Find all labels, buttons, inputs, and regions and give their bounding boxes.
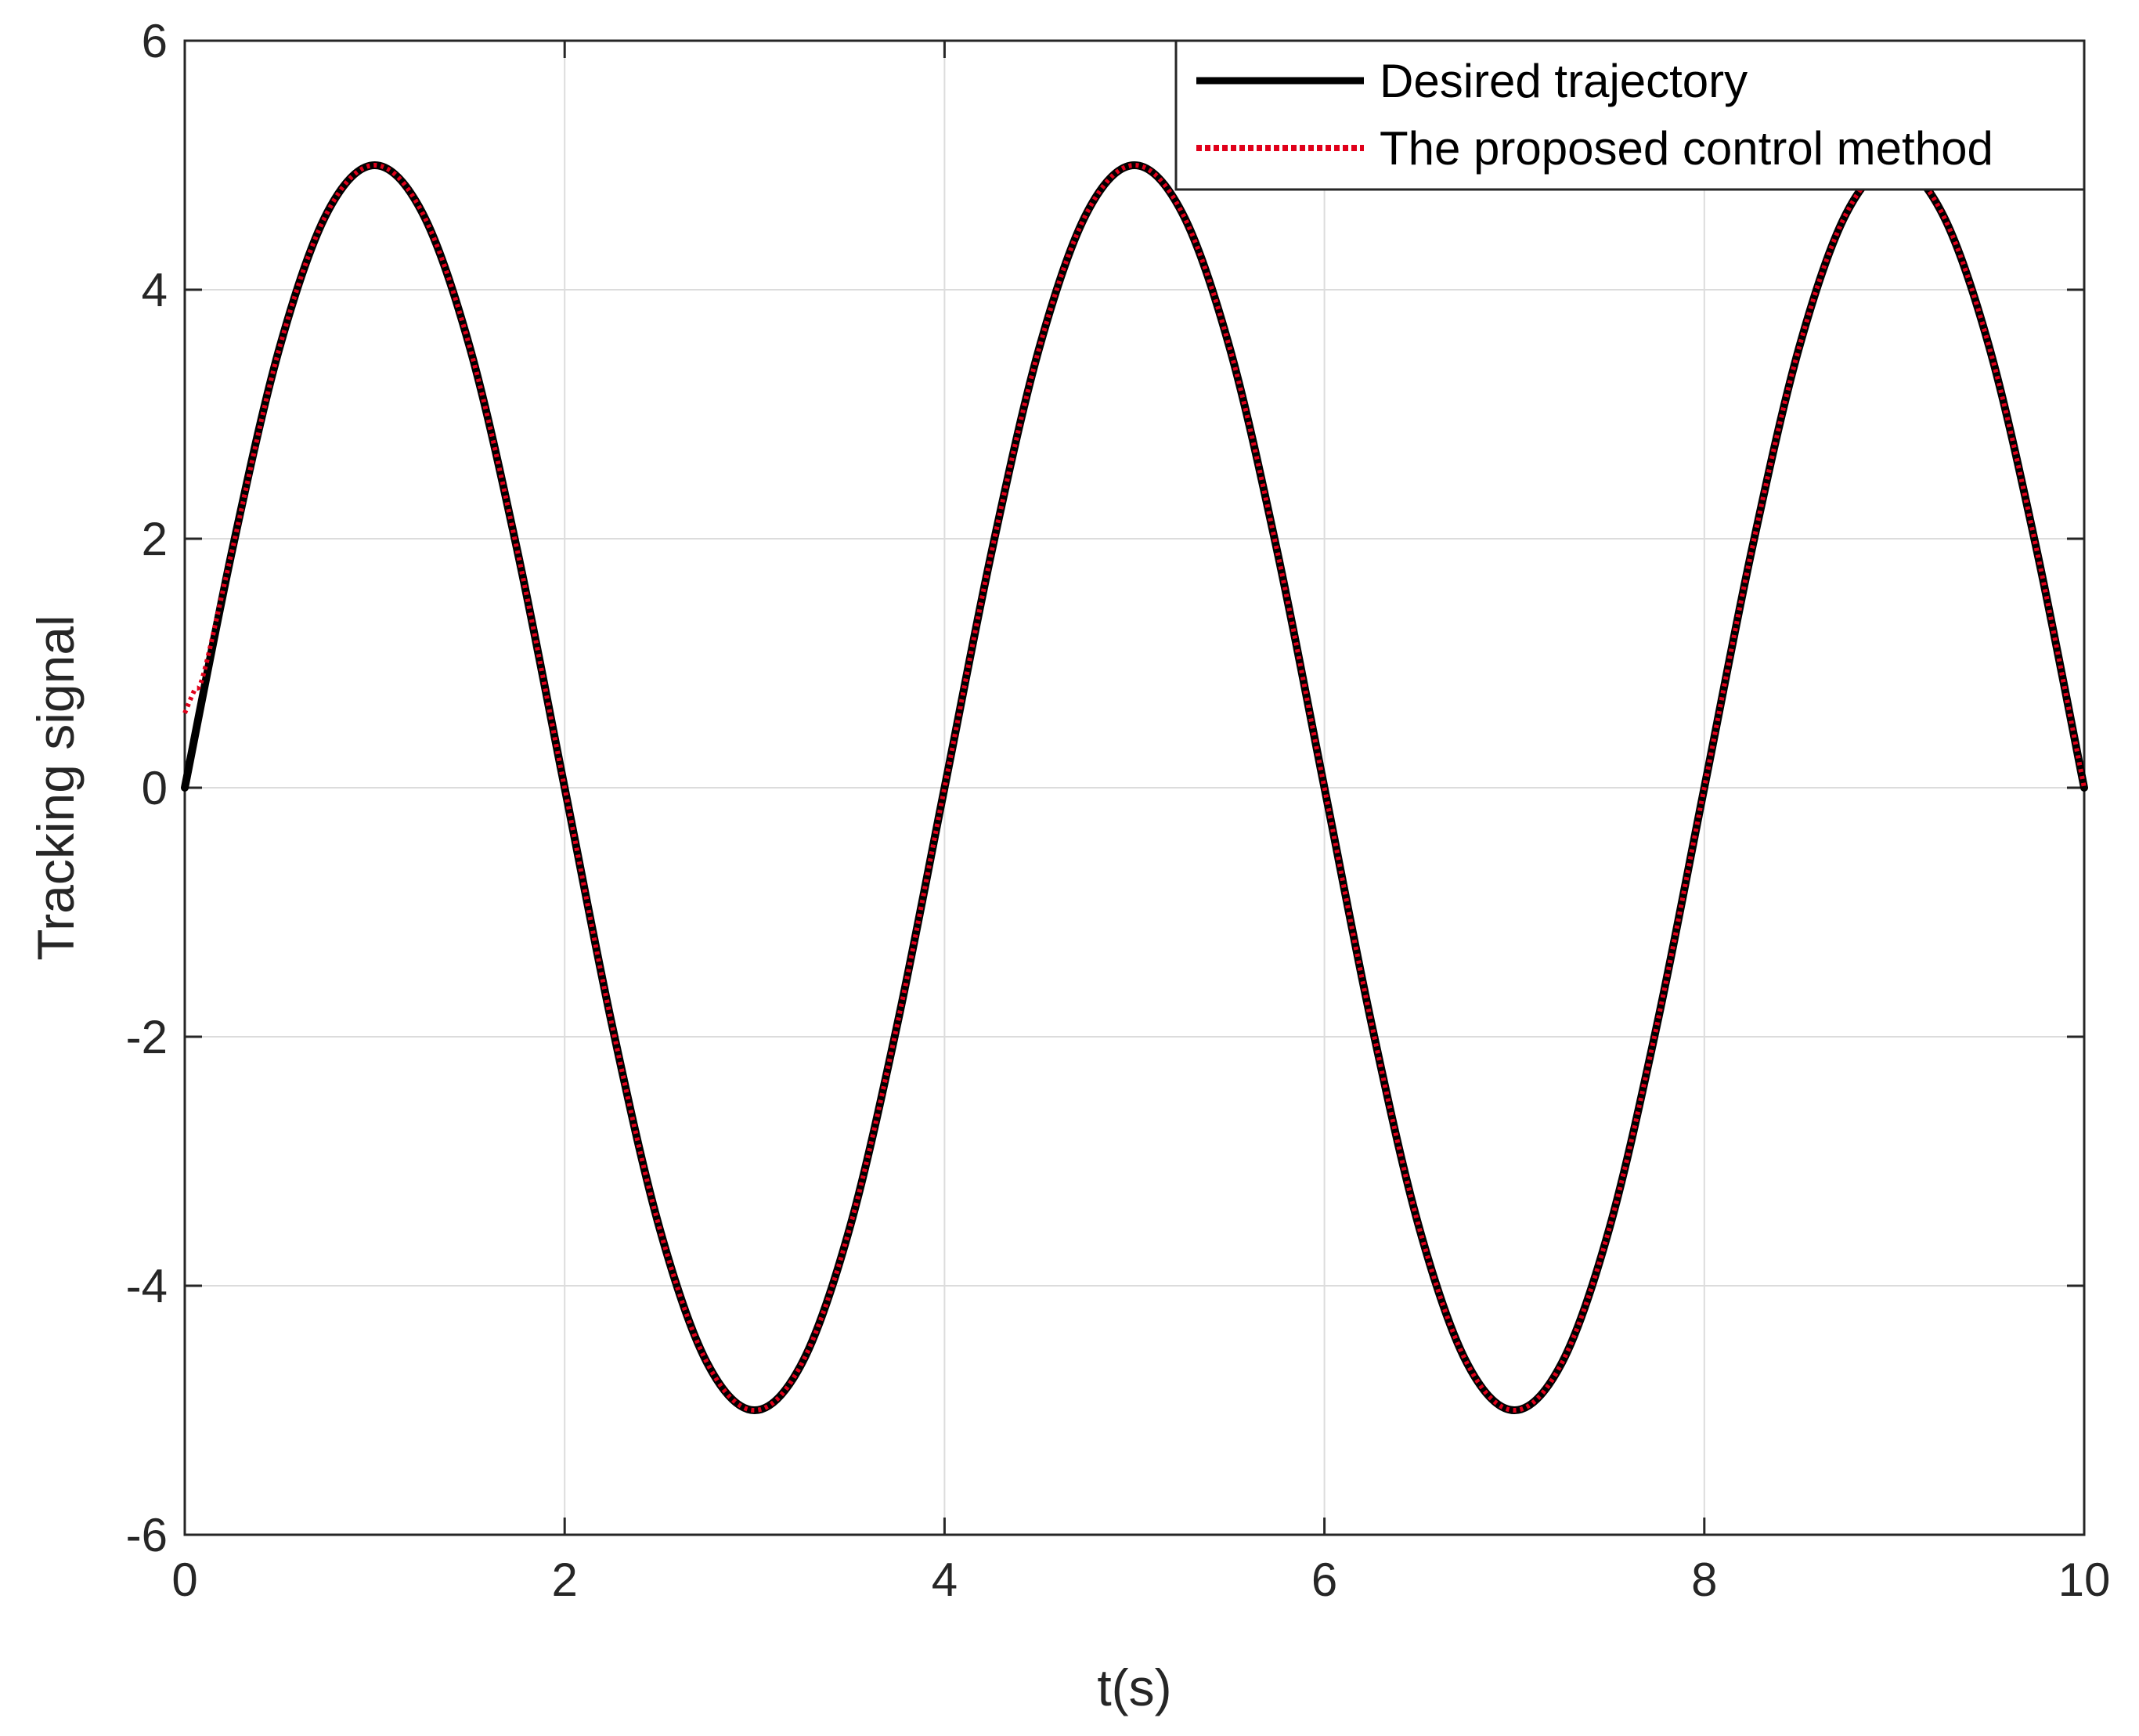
legend-box (1174, 39, 2086, 191)
x-tick-label: 8 (1691, 1554, 1717, 1606)
tick-labels: 0 2 4 6 8 10 -6 -4 -2 0 2 4 6 (126, 15, 2111, 1606)
legend-label-desired: Desired trajectory (1380, 55, 1748, 107)
y-tick-label: -4 (126, 1260, 168, 1312)
y-tick-label: 0 (142, 762, 168, 814)
legend-label-proposed: The proposed control method (1380, 122, 1993, 175)
grid-lines (185, 41, 2084, 1535)
x-tick-label: 2 (552, 1554, 578, 1606)
y-tick-label: -2 (126, 1011, 168, 1063)
x-tick-label: 0 (171, 1554, 197, 1606)
x-axis-title: t(s) (1097, 1658, 1171, 1716)
y-tick-label: 4 (142, 264, 168, 316)
legend: Desired trajectory The proposed control … (1174, 39, 2086, 191)
series-layer (181, 161, 2088, 1414)
x-tick-label: 4 (932, 1554, 958, 1606)
x-tick-label: 6 (1311, 1554, 1337, 1606)
y-axis-title: Tracking signal (27, 615, 85, 960)
x-tick-label: 10 (2058, 1554, 2111, 1606)
y-tick-label: -6 (126, 1509, 168, 1561)
series-line-proposed-control-method (182, 163, 2087, 1413)
y-tick-label: 6 (142, 15, 168, 67)
y-tick-label: 2 (142, 513, 168, 565)
